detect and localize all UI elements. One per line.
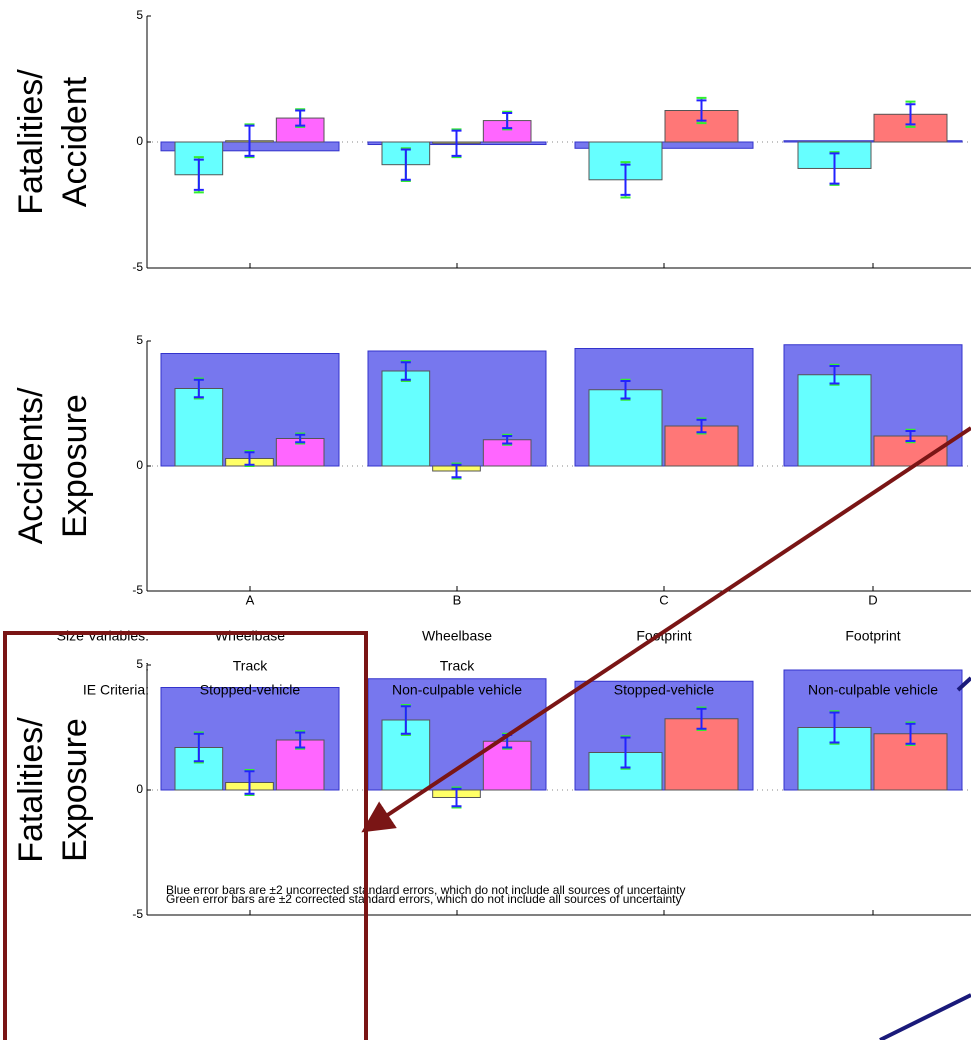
error-bar (696, 418, 707, 434)
y-axis-label-line: Accidents/ (12, 387, 50, 544)
annotation-line (956, 676, 971, 692)
plots: -5 0 5 Fatalities/Accident -5 0 5 Accidents/Exp… (12, 8, 971, 921)
bar (381, 370, 431, 467)
error-bar (193, 158, 204, 191)
total-bar (783, 140, 963, 143)
y-tick-label: -5 (132, 907, 143, 921)
table-cell: Wheelbase (422, 628, 492, 644)
y-axis-label: Fatalities/Accident (12, 69, 94, 215)
y-tick-label: 0 (136, 134, 143, 148)
error-bar (829, 152, 840, 185)
y-axis-label-line: Exposure (56, 394, 94, 538)
table-cell: Footprint (845, 628, 900, 644)
error-bar (829, 711, 840, 744)
error-bar (451, 463, 462, 479)
error-bar (696, 99, 707, 122)
error-bar (905, 430, 916, 442)
error-bar (620, 380, 631, 400)
table-cell: Non-culpable vehicle (392, 682, 522, 698)
x-tick-label: C (659, 592, 668, 607)
error-bar (400, 361, 411, 381)
table-cell: Non-culpable vehicle (808, 682, 938, 698)
annotation-arrow (361, 426, 971, 833)
table-cell: Stopped-vehicle (200, 682, 301, 698)
bar (174, 388, 224, 467)
note: Blue error bars are ±2 uncorrected stand… (166, 883, 686, 897)
table-cell: Track (440, 658, 475, 674)
error-bar (905, 722, 916, 745)
error-bar (620, 163, 631, 196)
error-bar (193, 378, 204, 399)
error-bar (502, 112, 513, 130)
error-bar (905, 103, 916, 126)
y-axis-label-line: Accident (56, 76, 94, 207)
error-bar (502, 435, 513, 445)
error-bar (244, 770, 255, 795)
y-tick-label: 5 (136, 8, 143, 22)
y-axis-label-line: Fatalities/ (12, 717, 50, 863)
error-bar (451, 129, 462, 157)
bar (482, 439, 532, 467)
error-bar (620, 736, 631, 769)
error-bar (295, 109, 306, 127)
y-axis-label-line: Exposure (56, 718, 94, 862)
table-cell: Track (233, 658, 268, 674)
error-bar (244, 451, 255, 466)
y-axis-label: Fatalities/Exposure (12, 717, 94, 863)
total-bar (574, 141, 754, 149)
bar (797, 374, 872, 467)
bar (588, 389, 663, 467)
highlight-box (3, 631, 368, 1040)
y-tick-label: 5 (136, 657, 143, 671)
x-tick-label: D (868, 592, 877, 607)
y-tick-label: 5 (136, 333, 143, 347)
x-tick-label: B (453, 592, 462, 607)
y-axis-label-line: Fatalities/ (12, 69, 50, 215)
error-bar (295, 731, 306, 749)
y-tick-label: 0 (136, 458, 143, 472)
note: Green error bars are ±2 corrected standa… (166, 892, 682, 906)
error-bar (400, 705, 411, 735)
x-tick-label: A (246, 592, 255, 607)
y-tick-label: -5 (132, 260, 143, 274)
y-tick-label: 0 (136, 782, 143, 796)
y-axis-label: Accidents/Exposure (12, 387, 94, 544)
error-bar (295, 433, 306, 444)
annotation-line (879, 993, 971, 1040)
error-bar (696, 707, 707, 730)
error-bar (451, 787, 462, 808)
table-cell: Stopped-vehicle (614, 682, 715, 698)
error-bar (829, 365, 840, 385)
bar (588, 752, 663, 791)
y-tick-label: -5 (132, 583, 143, 597)
error-bar (193, 732, 204, 763)
row-label: IE Criteria: (83, 682, 149, 698)
row-label: Size Variables: (57, 628, 149, 644)
error-bar (244, 124, 255, 157)
row-label: : (145, 658, 149, 674)
table-cell: Wheelbase (215, 628, 285, 644)
error-bar (400, 148, 411, 181)
